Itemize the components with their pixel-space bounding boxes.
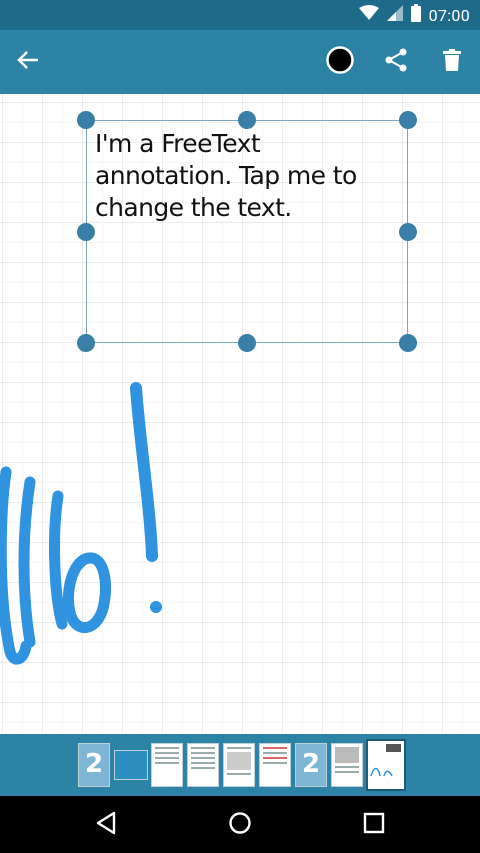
annotation-text[interactable]: I'm a FreeText annotation. Tap me to cha… <box>95 129 357 222</box>
page-thumbnail[interactable] <box>151 743 183 787</box>
share-icon <box>384 48 408 76</box>
nav-back-icon <box>95 811 117 839</box>
page-thumbnail[interactable] <box>331 743 363 787</box>
page-thumbnail[interactable] <box>114 750 148 780</box>
nav-recents-icon <box>363 812 385 838</box>
nav-home-icon <box>228 811 252 839</box>
thumb-ink-preview <box>370 767 393 777</box>
resize-handle-bottom-left[interactable] <box>77 334 95 352</box>
resize-handle-right[interactable] <box>399 223 417 241</box>
resize-handle-top-right[interactable] <box>399 111 417 129</box>
navigation-bar <box>0 796 480 853</box>
page-thumbnail[interactable]: 2 <box>295 743 327 787</box>
resize-handle-bottom[interactable] <box>238 334 256 352</box>
trash-icon <box>443 49 461 75</box>
ink-annotation[interactable] <box>0 94 480 734</box>
page-thumbnail-selected[interactable] <box>366 739 406 791</box>
thumb-number-glyph: 2 <box>301 749 321 779</box>
document-canvas[interactable]: I'm a FreeText annotation. Tap me to cha… <box>0 94 480 734</box>
page-thumbnail[interactable] <box>259 743 291 787</box>
battery-icon <box>410 4 421 26</box>
delete-button[interactable] <box>424 30 480 94</box>
page-thumbnail[interactable] <box>223 743 255 787</box>
signal-icon <box>386 5 403 25</box>
color-circle-icon <box>326 46 354 78</box>
status-time: 07:00 <box>428 5 470 25</box>
status-icons: 07:00 <box>358 0 470 30</box>
wifi-icon <box>358 5 379 25</box>
status-bar: 07:00 <box>0 0 480 30</box>
toolbar <box>0 30 480 94</box>
nav-recents-button[interactable] <box>334 796 414 853</box>
page-thumbnail[interactable]: 2 <box>78 743 110 787</box>
nav-home-button[interactable] <box>200 796 280 853</box>
page-thumbnail[interactable] <box>187 743 219 787</box>
ink-dot <box>150 601 162 613</box>
resize-handle-bottom-right[interactable] <box>399 334 417 352</box>
thumbnail-strip: 2 2 <box>0 734 480 796</box>
arrow-left-icon <box>17 50 39 74</box>
resize-handle-top[interactable] <box>238 111 256 129</box>
resize-handle-top-left[interactable] <box>77 111 95 129</box>
thumb-number-glyph: 2 <box>84 749 104 779</box>
nav-back-button[interactable] <box>66 796 146 853</box>
resize-handle-left[interactable] <box>77 223 95 241</box>
color-picker-button[interactable] <box>312 30 368 94</box>
back-button[interactable] <box>0 30 56 94</box>
share-button[interactable] <box>368 30 424 94</box>
